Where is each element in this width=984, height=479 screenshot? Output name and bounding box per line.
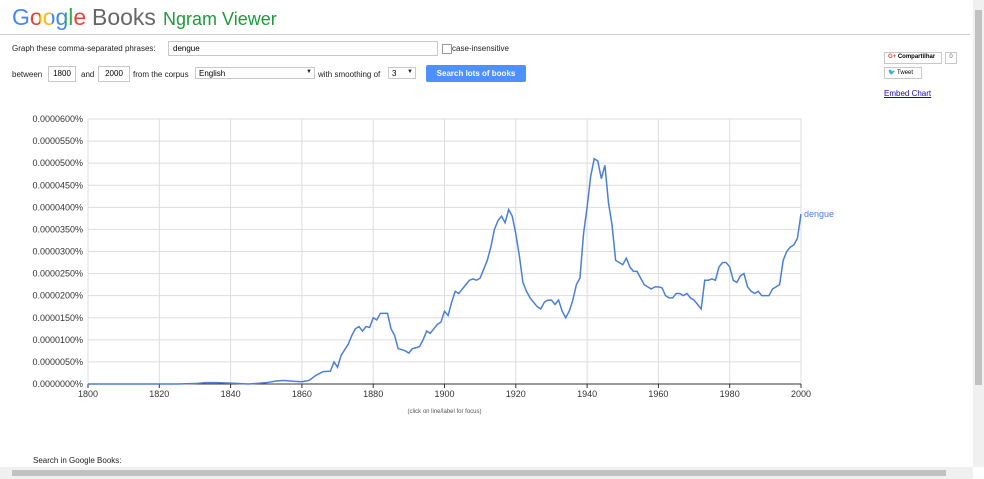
x-tick-label: 1800: [78, 389, 98, 399]
series-line: [88, 157, 802, 385]
y-tick-label: 0.0000050%: [32, 357, 83, 367]
v-scroll-thumb[interactable]: [975, 10, 982, 385]
y-tick-label: 0.0000000%: [32, 379, 83, 389]
embed-link[interactable]: Embed Chart: [884, 89, 932, 98]
corpus-select[interactable]: English: [195, 67, 315, 79]
logo: Google: [12, 4, 87, 30]
x-tick-label: 1840: [221, 389, 241, 399]
x-tick-label: 1920: [506, 389, 526, 399]
y-tick-label: 0.0000100%: [32, 335, 83, 345]
phrases-label: Graph these comma-separated phrases:: [12, 44, 156, 53]
dropdown-arrow: ▼: [306, 69, 312, 75]
x-tick-label: 1960: [648, 389, 668, 399]
v-scrollbar[interactable]: [973, 0, 984, 467]
case-insensitive-label: case-insensitive: [452, 44, 509, 53]
between-label: between: [12, 70, 43, 79]
y-tick-label: 0.0000400%: [32, 202, 83, 212]
checkbox[interactable]: [442, 44, 452, 54]
gplus-icon: G+: [888, 54, 898, 60]
chart-note: (click on line/label for focus): [407, 409, 481, 415]
y-tick-label: 0.0000250%: [32, 269, 83, 279]
search-button[interactable]: Search lots of books: [426, 65, 526, 82]
share-button[interactable]: G+ Compartilhar: [884, 52, 942, 64]
y-tick-label: 0.0000550%: [32, 136, 83, 146]
twitter-icon: 🐦: [888, 70, 898, 76]
smoothing-select[interactable]: 3: [388, 67, 416, 79]
x-tick-label: 1880: [363, 389, 383, 399]
series-label: dengue: [804, 209, 834, 219]
search-books-label: Search in Google Books:: [33, 456, 122, 465]
y-tick-label: 0.0000150%: [32, 313, 83, 323]
x-tick-label: 1900: [434, 389, 454, 399]
x-tick-label: 1940: [577, 389, 597, 399]
y-tick-label: 0.0000200%: [32, 291, 83, 301]
y-tick-label: 0.0000300%: [32, 247, 83, 257]
end-year-input[interactable]: 2000: [98, 66, 130, 82]
dropdown-arrow: ▼: [407, 69, 413, 75]
product-name: Books: [92, 4, 156, 30]
x-tick-label: 1980: [720, 389, 740, 399]
start-year-input[interactable]: 1800: [48, 66, 76, 82]
x-tick-label: 2000: [791, 389, 811, 399]
smoothing-label: with smoothing of: [318, 70, 381, 79]
x-tick-label: 1860: [292, 389, 312, 399]
divider: [0, 34, 970, 35]
phrases-input[interactable]: dengue: [168, 41, 438, 56]
tweet-button[interactable]: 🐦 Tweet: [884, 67, 922, 79]
h-scrollbar[interactable]: [0, 467, 973, 479]
tweet-label: Tweet: [897, 70, 914, 76]
y-tick-label: 0.0000350%: [32, 224, 83, 234]
y-tick-label: 0.0000500%: [32, 158, 83, 168]
and-label: and: [81, 70, 95, 79]
share-count: 0: [945, 52, 957, 64]
y-tick-label: 0.0000600%: [32, 114, 83, 124]
corpus-label: from the corpus: [133, 70, 189, 79]
share-label: Compartilhar: [897, 54, 936, 60]
y-tick-label: 0.0000450%: [32, 180, 83, 190]
h-scroll-thumb[interactable]: [12, 470, 946, 476]
app-title: Ngram Viewer: [163, 9, 277, 29]
x-tick-label: 1820: [149, 389, 169, 399]
